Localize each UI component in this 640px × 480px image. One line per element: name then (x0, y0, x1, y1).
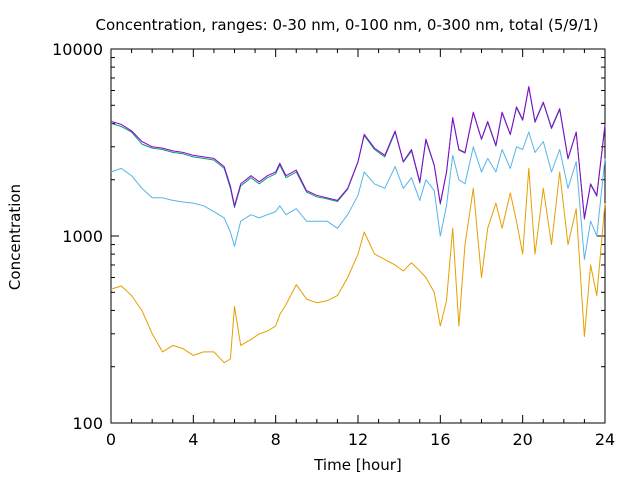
series-lines (110, 86, 606, 364)
y-tick-labels: 100 1000 10000 (52, 40, 103, 433)
series-line-1 (110, 86, 606, 219)
y-tick-label: 10000 (52, 40, 103, 59)
series-line-3 (110, 131, 606, 260)
x-tick-label: 12 (348, 430, 368, 449)
x-tick-label: 24 (595, 430, 615, 449)
x-tick-labels: 0 4 8 12 16 20 24 (106, 430, 615, 449)
y-tick-label: 100 (72, 414, 103, 433)
x-axis-title: Time [hour] (313, 456, 402, 474)
x-tick-label: 16 (430, 430, 450, 449)
x-tick-label: 0 (106, 430, 116, 449)
x-tick-label: 20 (512, 430, 532, 449)
y-tick-label: 1000 (62, 227, 103, 246)
x-tick-label: 8 (271, 430, 281, 449)
plot-frame (110, 48, 606, 424)
series-line-4 (110, 167, 606, 364)
x-tick-label: 4 (188, 430, 198, 449)
axis-ticks (110, 49, 606, 424)
y-axis-title: Concentration (6, 184, 24, 290)
chart-title: Concentration, ranges: 0-30 nm, 0-100 nm… (96, 16, 599, 34)
